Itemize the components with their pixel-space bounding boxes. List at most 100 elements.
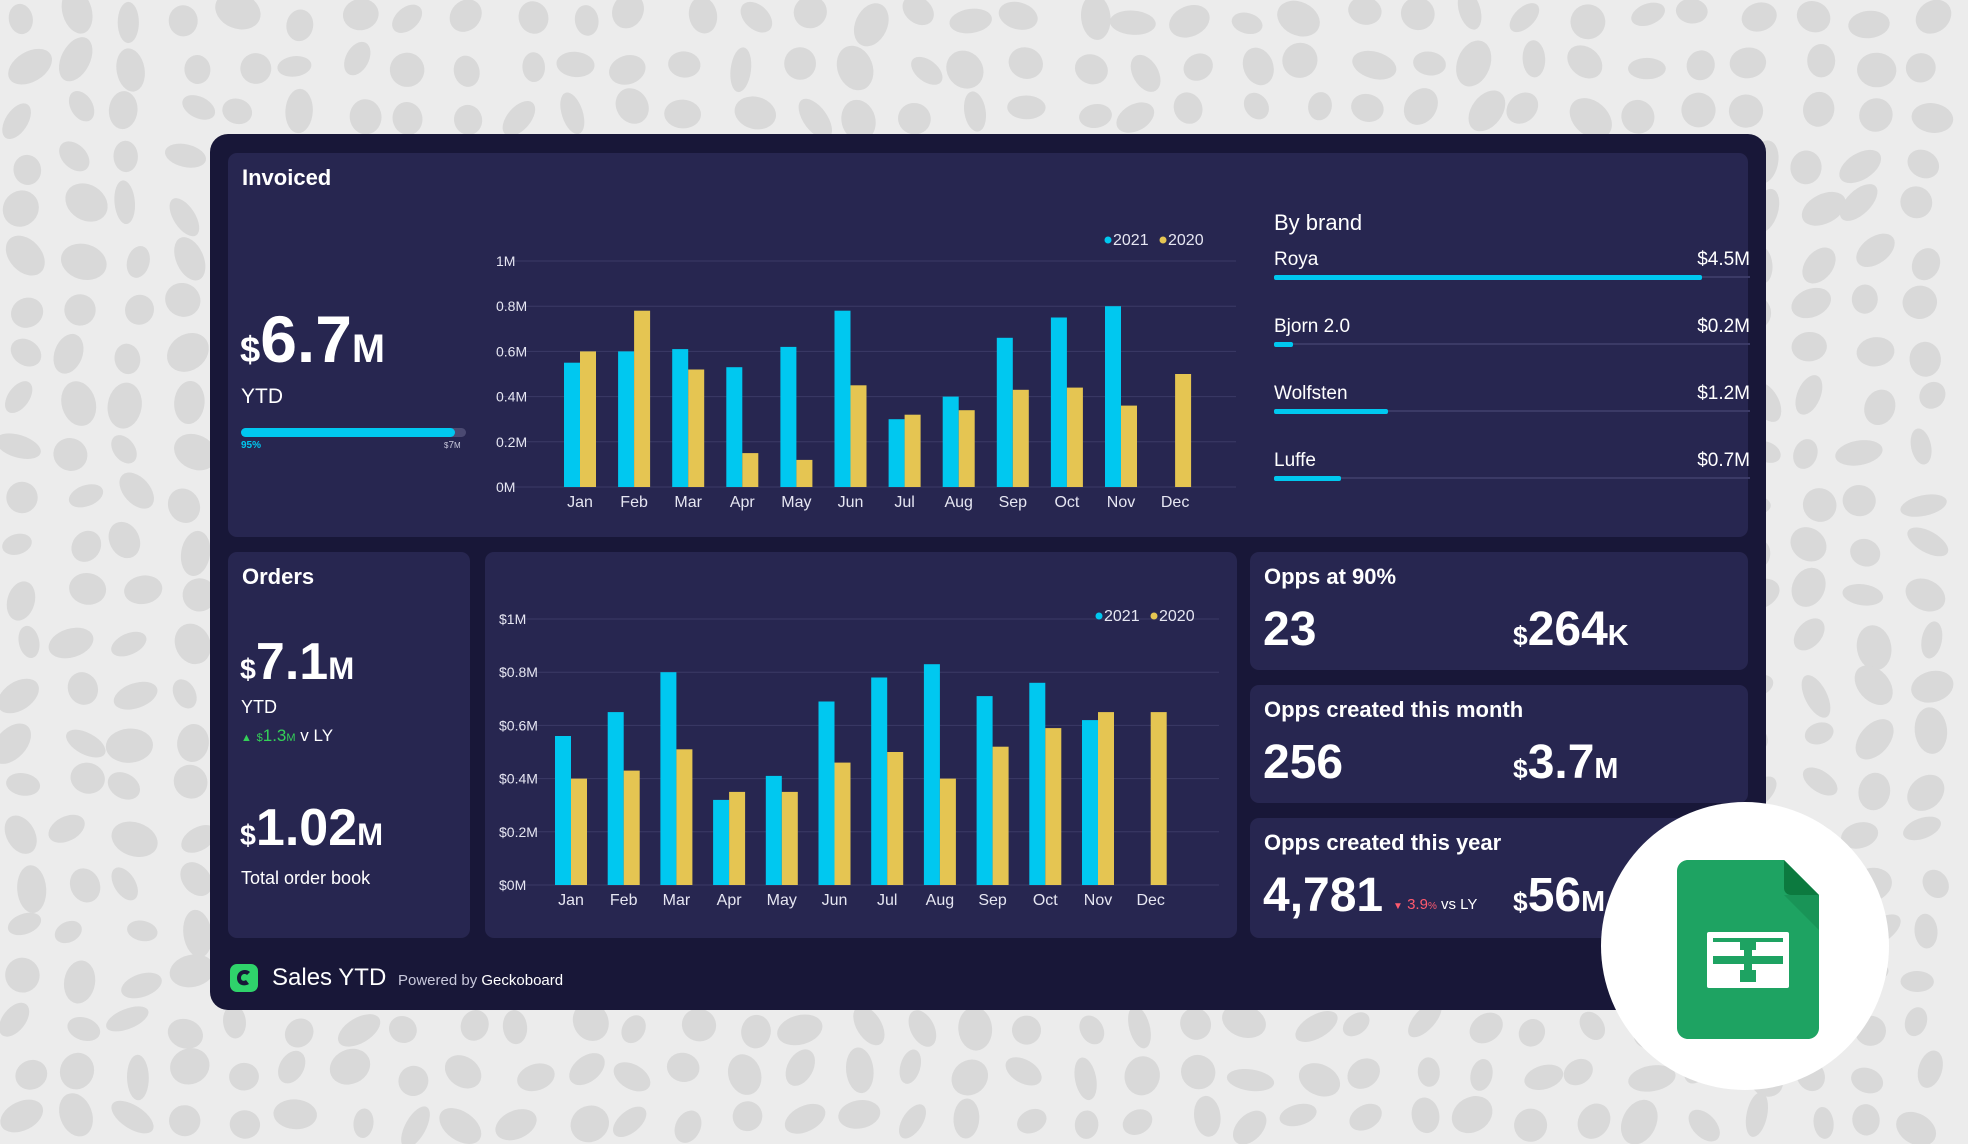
background-pebble [1579, 1011, 1606, 1041]
brand-bar-fill [1274, 342, 1294, 347]
legend-dot [1104, 236, 1112, 244]
background-pebble [1900, 970, 1934, 993]
opps-month-suffix: M [1594, 753, 1619, 785]
background-pebble [1855, 719, 1894, 760]
background-pebble [353, 1108, 374, 1138]
background-pebble [174, 237, 206, 281]
orders-delta-label: v LY [300, 726, 334, 745]
background-pebble [1124, 1056, 1160, 1096]
background-pebble [64, 294, 96, 326]
background-pebble [1631, 2, 1665, 27]
background-pebble [1842, 484, 1876, 517]
powered-by-prefix: Powered by [398, 972, 478, 989]
background-pebble [1864, 389, 1896, 426]
background-pebble [1577, 1103, 1611, 1139]
background-pebble [1352, 50, 1397, 80]
background-pebble [1277, 0, 1320, 37]
order-book-suffix: M [357, 817, 384, 852]
background-pebble [1686, 50, 1715, 81]
brand-bar-track [1274, 410, 1750, 412]
x-tick-label: Apr [730, 494, 756, 511]
orders-delta: ▲ $1.3M v LY [241, 726, 333, 746]
background-pebble [946, 50, 984, 89]
bar-2020-feb [623, 770, 640, 885]
orders-panel: Orders $7.1M YTD ▲ $1.3M v LY $1.02M Tot… [228, 552, 470, 938]
background-pebble [1813, 1106, 1834, 1139]
x-tick-label: Jun [838, 494, 864, 511]
orders-suffix: M [328, 651, 355, 686]
invoiced-bar-chart: 0M 0.2M 0.4M 0.6M 0.8M 1M Jan Feb Mar Apr May Jun Ju… [496, 232, 1236, 511]
bar-2020-jun [850, 385, 867, 487]
x-tick-label: Jun [822, 892, 848, 909]
background-pebble [1226, 1068, 1275, 1092]
background-pebble [53, 333, 84, 374]
background-pebble [1074, 1110, 1099, 1139]
y-tick-label: 0.8M [496, 298, 527, 314]
background-pebble [911, 56, 943, 85]
bar-2020-apr [742, 453, 759, 487]
background-pebble [6, 481, 38, 514]
background-pebble [1801, 191, 1846, 226]
invoiced-panel: Invoiced $6.7M YTD 95% $7M 0M 0.2M 0.4M 0.6… [228, 153, 1750, 537]
background-pebble [439, 1108, 482, 1144]
background-pebble [1907, 774, 1945, 811]
background-pebble [18, 625, 40, 658]
background-pebble [1079, 1015, 1105, 1045]
background-pebble [1801, 675, 1831, 718]
powered-by-brand[interactable]: Geckoboard [481, 972, 564, 989]
bar-2020-may [781, 791, 798, 885]
background-pebble [1522, 40, 1546, 78]
background-pebble [838, 1100, 881, 1129]
invoiced-progress-label: 95% [241, 440, 262, 451]
opps-month-value: $3.7M [1513, 735, 1618, 790]
bar-2021-jun [818, 701, 835, 885]
orders-number: 7.1 [255, 633, 329, 691]
background-pebble [286, 9, 314, 42]
invoiced-progress-fill [241, 428, 455, 437]
background-pebble [1911, 248, 1941, 281]
orders-delta-value: 1.3 [262, 726, 287, 745]
background-pebble [1109, 10, 1156, 35]
background-pebble [1282, 42, 1318, 78]
background-pebble [1835, 440, 1883, 466]
background-pebble [902, 0, 934, 26]
background-pebble [785, 1049, 815, 1086]
background-pebble [1856, 625, 1892, 671]
background-pebble [1910, 428, 1932, 465]
bar-2020-nov [1121, 405, 1137, 487]
x-tick-label: Feb [610, 892, 638, 909]
background-pebble [167, 488, 201, 523]
brand-name: Bjorn 2.0 [1274, 316, 1351, 337]
background-pebble [125, 294, 154, 325]
invoiced-title: Invoiced [242, 165, 332, 190]
background-pebble [8, 3, 33, 35]
background-pebble [1008, 47, 1043, 79]
background-pebble [1347, 1058, 1380, 1089]
background-pebble [1411, 1097, 1440, 1134]
x-tick-label: May [781, 494, 811, 511]
background-pebble [949, 8, 992, 34]
background-pebble [1839, 149, 1882, 184]
background-pebble [1793, 439, 1818, 469]
background-pebble [174, 623, 211, 665]
background-pebble [1907, 149, 1940, 179]
opps-year-title: Opps created this year [1264, 830, 1502, 855]
opps90-currency: $ [1513, 621, 1528, 651]
background-pebble [449, 0, 482, 32]
background-pebble [1017, 1108, 1047, 1134]
background-pebble [0, 723, 31, 764]
background-pebble [116, 48, 145, 92]
bar-2020-jul [904, 414, 921, 487]
bar-2021-jul [888, 419, 905, 487]
bar-2020-jan [580, 351, 596, 487]
background-pebble [569, 1053, 605, 1086]
background-pebble [1400, 0, 1435, 31]
background-pebble [570, 1105, 610, 1143]
background-pebble [560, 92, 585, 135]
background-pebble [111, 1100, 154, 1134]
background-pebble [392, 4, 423, 33]
bar-2021-jul [871, 677, 888, 885]
by-brand-title: By brand [1274, 210, 1363, 235]
background-pebble [1628, 57, 1666, 80]
background-pebble [13, 154, 42, 185]
